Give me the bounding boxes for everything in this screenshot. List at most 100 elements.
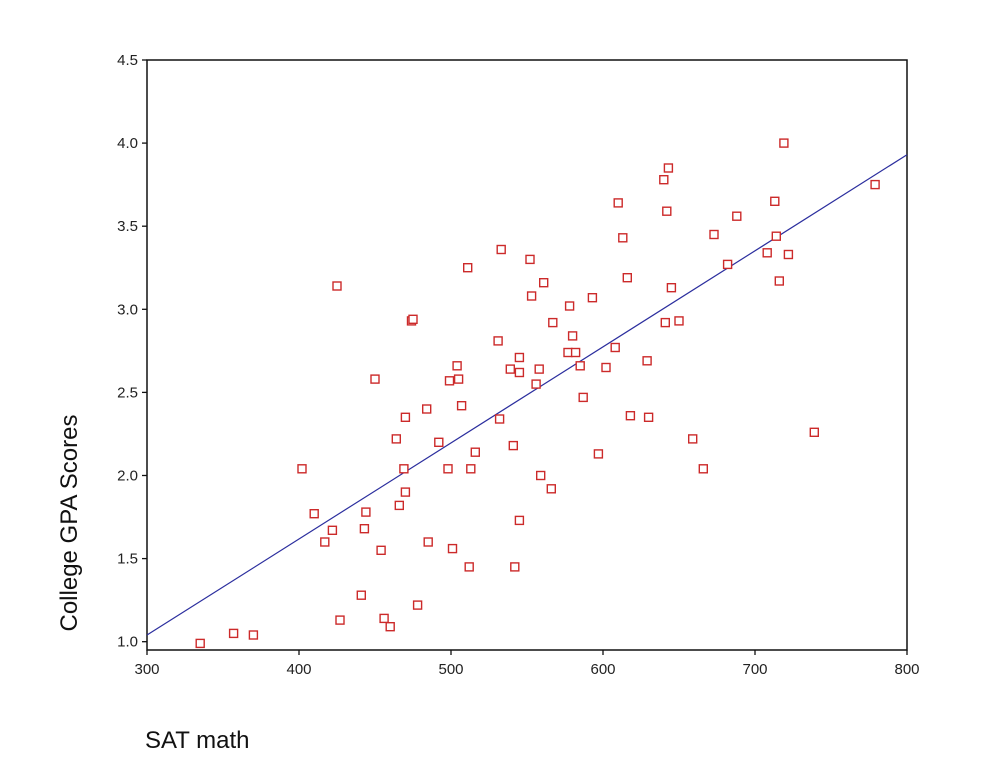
data-point bbox=[531, 379, 541, 389]
data-point bbox=[783, 249, 794, 260]
data-point bbox=[385, 622, 395, 632]
data-point bbox=[297, 464, 307, 474]
data-point bbox=[732, 211, 742, 221]
data-point bbox=[466, 464, 476, 474]
data-point bbox=[248, 630, 259, 640]
data-point bbox=[762, 248, 772, 258]
data-point bbox=[563, 347, 573, 358]
data-point bbox=[567, 331, 578, 341]
x-tick-label: 500 bbox=[438, 661, 463, 678]
data-point bbox=[610, 342, 620, 353]
x-tick-label: 800 bbox=[894, 661, 919, 678]
data-point bbox=[622, 273, 632, 283]
data-point bbox=[688, 434, 698, 444]
y-tick-label: 1.0 bbox=[117, 634, 138, 651]
data-point bbox=[570, 347, 581, 358]
data-point bbox=[526, 291, 537, 301]
data-point bbox=[601, 362, 611, 373]
data-point bbox=[228, 628, 239, 639]
plot-frame bbox=[146, 59, 908, 651]
data-point bbox=[771, 231, 781, 241]
data-point bbox=[335, 615, 345, 625]
x-tick-label: 300 bbox=[134, 661, 159, 678]
data-point bbox=[376, 545, 386, 555]
data-point bbox=[309, 509, 319, 519]
data-point bbox=[496, 244, 506, 255]
data-point bbox=[709, 229, 719, 240]
data-point bbox=[394, 500, 404, 511]
regression-line bbox=[146, 154, 908, 636]
data-point bbox=[456, 401, 467, 411]
data-point bbox=[391, 434, 401, 444]
x-axis-title: SAT math bbox=[145, 727, 249, 754]
data-point bbox=[564, 301, 575, 311]
data-point bbox=[662, 206, 672, 216]
data-point bbox=[361, 507, 371, 517]
data-point bbox=[514, 515, 525, 526]
data-point bbox=[779, 138, 789, 148]
data-point bbox=[625, 411, 636, 421]
data-point bbox=[643, 412, 654, 422]
y-tick-label: 2.0 bbox=[117, 467, 138, 484]
data-point bbox=[463, 263, 473, 273]
data-point bbox=[536, 470, 546, 481]
x-tick-label: 400 bbox=[286, 661, 311, 678]
data-point bbox=[399, 464, 409, 474]
data-point bbox=[663, 163, 674, 173]
data-point bbox=[408, 314, 418, 324]
data-point bbox=[356, 590, 366, 600]
data-point bbox=[359, 524, 370, 534]
data-point bbox=[447, 543, 458, 554]
data-point bbox=[587, 293, 598, 303]
data-point bbox=[613, 198, 623, 208]
data-point bbox=[674, 316, 684, 326]
data-point bbox=[575, 361, 585, 371]
data-point bbox=[666, 283, 677, 293]
data-point bbox=[370, 374, 380, 384]
data-point bbox=[505, 364, 515, 374]
data-point bbox=[809, 427, 819, 437]
data-point bbox=[444, 376, 455, 386]
data-point bbox=[618, 233, 628, 243]
data-point bbox=[514, 367, 525, 378]
data-point bbox=[642, 356, 652, 366]
data-point bbox=[470, 447, 480, 457]
data-point bbox=[534, 364, 544, 374]
data-point bbox=[400, 412, 411, 422]
y-tick-label: 4.0 bbox=[117, 135, 138, 152]
y-tick-label: 2.5 bbox=[117, 384, 138, 401]
data-point bbox=[770, 196, 780, 207]
data-point bbox=[434, 437, 444, 447]
data-point bbox=[493, 336, 503, 346]
data-point bbox=[578, 392, 588, 403]
data-point bbox=[774, 276, 784, 286]
data-point bbox=[453, 374, 464, 384]
x-tick-label: 600 bbox=[590, 661, 615, 678]
data-point bbox=[379, 613, 389, 624]
data-point bbox=[546, 484, 556, 494]
data-point bbox=[422, 404, 432, 414]
y-tick-label: 3.0 bbox=[117, 301, 138, 318]
data-point bbox=[539, 278, 549, 288]
data-point bbox=[525, 254, 535, 265]
data-point bbox=[514, 352, 525, 363]
data-point bbox=[548, 317, 558, 328]
y-tick-label: 4.5 bbox=[117, 52, 138, 69]
data-point bbox=[698, 464, 708, 474]
data-point bbox=[195, 638, 205, 649]
data-point bbox=[722, 259, 733, 270]
data-point bbox=[443, 464, 453, 474]
data-point bbox=[412, 600, 423, 610]
data-point bbox=[320, 537, 330, 547]
data-point bbox=[508, 440, 518, 451]
data-point bbox=[327, 525, 338, 535]
x-tick-label: 700 bbox=[742, 661, 767, 678]
data-point bbox=[659, 174, 669, 185]
data-point bbox=[452, 361, 462, 371]
data-point bbox=[423, 537, 433, 547]
data-point bbox=[464, 562, 474, 572]
data-point bbox=[400, 487, 411, 497]
y-tick-label: 1.5 bbox=[117, 551, 138, 568]
data-point bbox=[494, 414, 505, 424]
